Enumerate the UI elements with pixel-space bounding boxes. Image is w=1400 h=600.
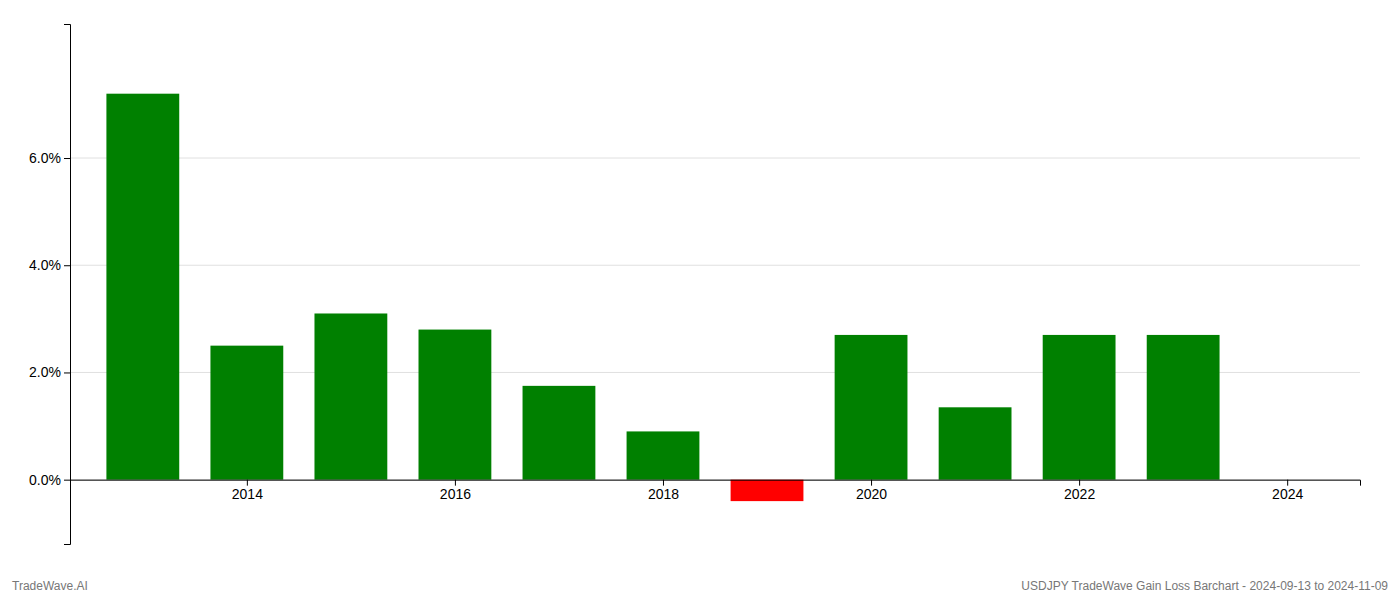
x-tick-label: 2020 bbox=[856, 486, 887, 502]
bar bbox=[939, 407, 1012, 479]
y-tick-label: 6.0% bbox=[29, 150, 61, 166]
x-tick-label: 2016 bbox=[440, 486, 471, 502]
x-tick-label: 2022 bbox=[1064, 486, 1095, 502]
y-tick-mark bbox=[64, 480, 70, 481]
y-tick-mark bbox=[64, 265, 70, 266]
x-axis: 2014 2016 2018 2020 2022 2024 bbox=[71, 480, 1361, 502]
y-tick-mark bbox=[64, 158, 70, 159]
x-tick: 2018 bbox=[648, 480, 679, 502]
y-tick-mark bbox=[64, 372, 70, 373]
grid-line bbox=[70, 265, 1360, 266]
y-tick: 2.0% bbox=[29, 364, 70, 380]
y-tick-label: 0.0% bbox=[29, 472, 61, 488]
bar bbox=[835, 335, 908, 480]
chart: 0.0% 2.0% 4.0% 6.0% 2014 2016 2018 2020 2022 2024… bbox=[0, 0, 1400, 600]
bar bbox=[1147, 335, 1220, 480]
x-tick: 2016 bbox=[440, 480, 471, 502]
bar bbox=[106, 94, 179, 480]
bar bbox=[210, 346, 283, 480]
y-axis-line bbox=[64, 25, 71, 545]
x-axis-line bbox=[71, 480, 1361, 486]
grid-line bbox=[70, 158, 1360, 159]
x-tick-label: 2018 bbox=[648, 486, 679, 502]
bar bbox=[1043, 335, 1116, 480]
footer: TradeWave.AI USDJPY TradeWave Gain Loss B… bbox=[12, 579, 1388, 593]
x-tick-label: 2014 bbox=[232, 486, 263, 502]
bar bbox=[419, 330, 492, 480]
y-tick: 4.0% bbox=[29, 257, 70, 273]
y-tick: 6.0% bbox=[29, 150, 70, 166]
x-tick: 2024 bbox=[1272, 480, 1303, 502]
y-tick-label: 2.0% bbox=[29, 364, 61, 380]
footer-left: TradeWave.AI bbox=[12, 579, 88, 593]
footer-right: USDJPY TradeWave Gain Loss Barchart - 20… bbox=[1021, 579, 1388, 593]
y-tick: 0.0% bbox=[29, 472, 70, 488]
x-tick: 2022 bbox=[1064, 480, 1095, 502]
bars bbox=[106, 94, 1219, 501]
grid bbox=[70, 158, 1360, 480]
y-axis: 0.0% 2.0% 4.0% 6.0% bbox=[29, 25, 70, 545]
bar bbox=[627, 431, 700, 479]
y-tick-label: 4.0% bbox=[29, 257, 61, 273]
x-tick-label: 2024 bbox=[1272, 486, 1303, 502]
bar bbox=[314, 313, 387, 479]
x-tick: 2014 bbox=[232, 480, 263, 502]
bar bbox=[523, 386, 596, 480]
x-tick: 2020 bbox=[856, 480, 887, 502]
bar bbox=[731, 480, 804, 501]
